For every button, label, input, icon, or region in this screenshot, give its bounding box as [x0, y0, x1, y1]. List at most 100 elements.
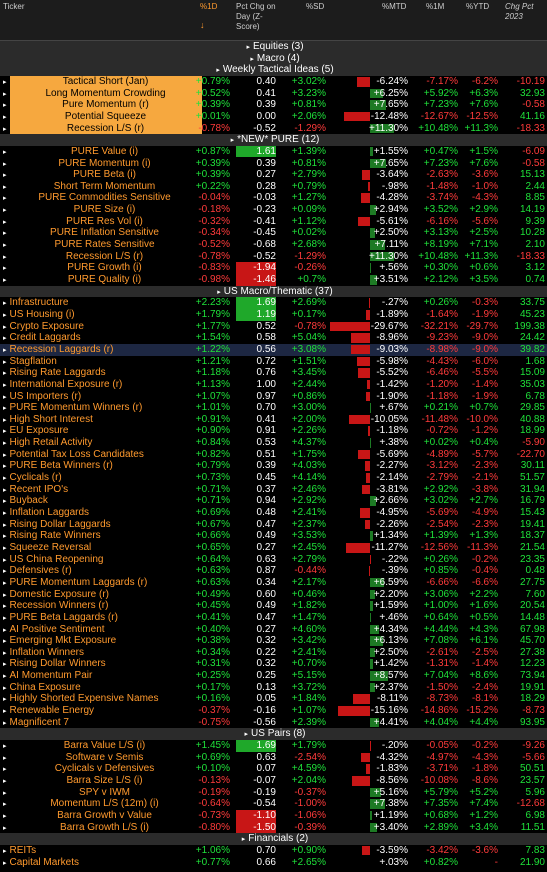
expand-row-icon[interactable]: ▸	[3, 684, 7, 692]
table-row[interactable]: ▸ US China Reopening +0.64% 0.63 +2.79% -.22%…	[0, 554, 547, 566]
table-row[interactable]: ▸ Recession L/S (r) -0.78% -0.52 -1.29% +11.3…	[0, 251, 547, 263]
table-row[interactable]: ▸ Barra Growth v Value -0.73% -1.10 -1.06% +1…	[0, 809, 547, 822]
table-row[interactable]: ▸ SPY v IWM -0.19% -0.19 -0.37% +5.16% +5.79% +…	[0, 787, 547, 799]
expand-row-icon[interactable]: ▸	[3, 416, 7, 424]
table-row[interactable]: ▸ Long Momentum Crowding +0.52% 0.41 +3.23% +…	[0, 87, 547, 100]
expand-row-icon[interactable]: ▸	[3, 90, 7, 98]
expand-row-icon[interactable]: ▸	[3, 277, 7, 284]
expand-row-icon[interactable]: ▸	[3, 440, 7, 448]
expand-row-icon[interactable]: ▸	[3, 102, 7, 110]
expand-row-icon[interactable]: ▸	[3, 812, 7, 820]
expand-row-icon[interactable]: ▸	[3, 300, 7, 308]
expand-row-icon[interactable]: ▸	[3, 323, 7, 331]
expand-row-icon[interactable]: ▸	[3, 789, 7, 797]
expand-section-icon[interactable]: ▸	[246, 44, 250, 51]
table-row[interactable]: ▸ PURE Momentum Winners (r) +1.01% 0.70 +3.0…	[0, 402, 547, 414]
expand-row-icon[interactable]: ▸	[3, 754, 7, 762]
table-row[interactable]: ▸ Stagflation +1.21% 0.72 +1.51% -5.98% -4.43%…	[0, 356, 547, 368]
table-row[interactable]: ▸ Cyclicals (r) +0.73% 0.45 +4.14% -2.14% -2.7…	[0, 472, 547, 484]
expand-row-icon[interactable]: ▸	[3, 172, 7, 180]
table-row[interactable]: ▸ Recession Winners (r) +0.45% 0.49 +1.82% +1…	[0, 600, 547, 612]
table-row[interactable]: ▸ Short Term Momentum +0.22% 0.28 +0.79% -.98…	[0, 181, 547, 193]
table-row[interactable]: ▸ Barra Size L/S (i) -0.13% -0.07 +2.04% -8.5…	[0, 775, 547, 787]
expand-row-icon[interactable]: ▸	[3, 544, 7, 552]
table-row[interactable]: ▸ EU Exposure +0.90% 0.91 +2.26% -1.18% -0.72%…	[0, 425, 547, 437]
expand-row-icon[interactable]: ▸	[3, 824, 7, 832]
expand-row-icon[interactable]: ▸	[3, 847, 7, 855]
table-row[interactable]: ▸ High Retail Activity +0.84% 0.53 +4.37% +.3…	[0, 437, 547, 449]
header-1d[interactable]: %1D	[200, 2, 218, 11]
table-row[interactable]: ▸ AI Momentum Pair +0.25% 0.25 +5.15% +8.57% +…	[0, 670, 547, 682]
expand-row-icon[interactable]: ▸	[3, 673, 7, 681]
header-pct-chg-zscore[interactable]: Pct Chg on Day (Z-Score)	[236, 2, 276, 31]
table-row[interactable]: ▸ PURE Value (i) +0.87% 1.61 +1.39% +1.55% +0.…	[0, 145, 547, 158]
section-header[interactable]: ▸ Weekly Tactical Ideas (5)	[0, 64, 547, 76]
expand-row-icon[interactable]: ▸	[3, 498, 7, 506]
expand-section-icon[interactable]: ▸	[216, 67, 220, 75]
table-row[interactable]: ▸ Momentum L/S (12m) (i) -0.64% -0.54 -1.00%…	[0, 798, 547, 810]
table-row[interactable]: ▸ PURE Quality (i) -0.98% -1.46 +0.7% +3.51% +…	[0, 274, 547, 286]
section-header[interactable]: ▸ Equities (3)	[0, 41, 547, 53]
table-row[interactable]: ▸ Renewable Energy -0.37% -0.16 +1.07% -15.16…	[0, 705, 547, 717]
expand-row-icon[interactable]: ▸	[3, 346, 7, 354]
table-row[interactable]: ▸ PURE Growth (i) -0.83% -1.94 -0.26% +.56% +0…	[0, 262, 547, 274]
expand-row-icon[interactable]: ▸	[3, 568, 7, 576]
expand-row-icon[interactable]: ▸	[3, 451, 7, 459]
expand-row-icon[interactable]: ▸	[3, 603, 7, 611]
expand-row-icon[interactable]: ▸	[3, 125, 7, 133]
section-header[interactable]: ▸ *NEW* PURE (12)	[0, 134, 547, 146]
sort-down-icon[interactable]: ↓	[200, 20, 205, 30]
table-row[interactable]: ▸ Domestic Exposure (r) +0.49% 0.60 +0.46% +2…	[0, 589, 547, 601]
table-row[interactable]: ▸ PURE Size (i) -0.18% -0.23 +0.09% +2.94% +3.…	[0, 204, 547, 216]
expand-row-icon[interactable]: ▸	[3, 579, 7, 587]
expand-row-icon[interactable]: ▸	[3, 486, 7, 494]
expand-section-icon[interactable]: ▸	[250, 55, 254, 63]
section-header[interactable]: ▸ Financials (2)	[0, 833, 547, 845]
expand-row-icon[interactable]: ▸	[3, 207, 7, 215]
expand-row-icon[interactable]: ▸	[3, 766, 7, 774]
table-row[interactable]: ▸ Infrastructure +2.23% 1.69 +2.69% -.27% +0.2…	[0, 297, 547, 309]
section-header[interactable]: ▸ US Macro/Thematic (37)	[0, 285, 547, 298]
header-chg-2023[interactable]: Chg Pct 2023	[505, 2, 534, 21]
expand-row-icon[interactable]: ▸	[3, 381, 7, 389]
table-row[interactable]: ▸ International Exposure (r) +1.13% 1.00 +2.…	[0, 379, 547, 391]
expand-row-icon[interactable]: ▸	[3, 265, 7, 273]
table-row[interactable]: ▸ Rising Dollar Winners +0.31% 0.32 +0.70% +1…	[0, 658, 547, 670]
table-row[interactable]: ▸ Barra Value L/S (i) +1.45% 1.69 +1.79% -.20…	[0, 740, 547, 752]
table-row[interactable]: ▸ PURE Beta Winners (r) +0.79% 0.39 +4.03% -2…	[0, 460, 547, 472]
expand-row-icon[interactable]: ▸	[3, 358, 7, 366]
expand-row-icon[interactable]: ▸	[3, 183, 7, 191]
header-sd[interactable]: %SD	[306, 2, 325, 11]
table-row[interactable]: ▸ Emerging Mkt Exposure +0.38% 0.32 +3.42% +6…	[0, 635, 547, 647]
expand-row-icon[interactable]: ▸	[3, 463, 7, 471]
expand-row-icon[interactable]: ▸	[3, 230, 7, 238]
table-row[interactable]: ▸ PURE Inflation Sensitive -0.34% -0.45 +0.0…	[0, 227, 547, 239]
table-row[interactable]: ▸ Rising Dollar Laggards +0.67% 0.47 +2.37% -…	[0, 519, 547, 531]
table-row[interactable]: ▸ Inflation Laggards +0.69% 0.48 +2.41% -4.95…	[0, 507, 547, 519]
table-row[interactable]: ▸ PURE Beta (i) +0.39% 0.27 +2.79% -3.64% -2.6…	[0, 169, 547, 181]
expand-row-icon[interactable]: ▸	[3, 370, 7, 378]
expand-row-icon[interactable]: ▸	[3, 533, 7, 541]
expand-row-icon[interactable]: ▸	[3, 708, 7, 716]
table-row[interactable]: ▸ REITs +1.06% 0.70 +0.90% -3.59% -3.42% -3.6% 7…	[0, 845, 547, 857]
expand-section-icon[interactable]: ▸	[230, 137, 235, 145]
table-row[interactable]: ▸ Cyclicals v Defensives +0.10% 0.07 +4.59% -…	[0, 763, 547, 775]
expand-row-icon[interactable]: ▸	[3, 148, 7, 156]
table-row[interactable]: ▸ Potential Tax Loss Candidates +0.82% 0.51…	[0, 449, 547, 461]
table-row[interactable]: ▸ Pure Momentum (r) +0.39% 0.39 +0.81% +7.65%…	[0, 99, 547, 111]
expand-row-icon[interactable]: ▸	[3, 393, 7, 401]
section-header[interactable]: ▸ Macro (4)	[0, 52, 547, 65]
table-row[interactable]: ▸ US Importers (r) +1.07% 0.97 +0.86% -1.90% -…	[0, 391, 547, 403]
table-row[interactable]: ▸ Barra Growth L/S (i) -0.80% -1.50 -0.39% +3…	[0, 821, 547, 834]
table-row[interactable]: ▸ Rising Rate Winners +0.66% 0.49 +3.53% +1.3…	[0, 530, 547, 542]
expand-row-icon[interactable]: ▸	[3, 195, 7, 203]
table-row[interactable]: ▸ Squeeze Reversal +0.65% 0.27 +2.45% -11.27%…	[0, 542, 547, 554]
table-row[interactable]: ▸ PURE Momentum (i) +0.39% 0.39 +0.81% +7.65%…	[0, 158, 547, 170]
expand-row-icon[interactable]: ▸	[3, 253, 7, 261]
table-row[interactable]: ▸ Inflation Winners +0.34% 0.22 +2.41% +2.50%…	[0, 647, 547, 659]
expand-row-icon[interactable]: ▸	[3, 218, 7, 226]
expand-row-icon[interactable]: ▸	[3, 510, 7, 517]
expand-section-icon[interactable]: ▸	[241, 836, 246, 844]
expand-row-icon[interactable]: ▸	[3, 405, 7, 413]
expand-row-icon[interactable]: ▸	[3, 113, 7, 121]
